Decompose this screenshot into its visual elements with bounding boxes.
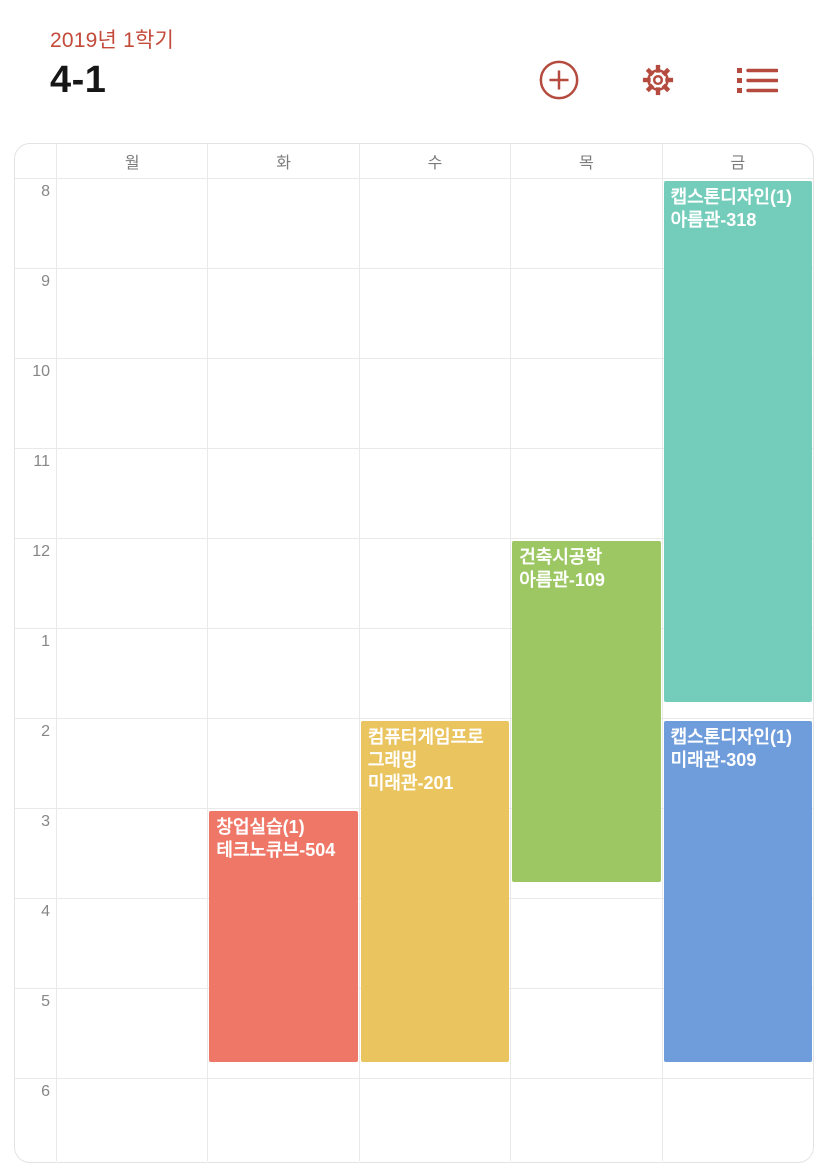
event-name: 컴퓨터게임프로그래밍 (367, 727, 484, 770)
day-header-cell: 수 (360, 144, 512, 178)
hour-label: 12 (32, 543, 50, 560)
day-columns-layer: 8 9 10 11 12 1 2 3 4 5 6 창업실습(1) 테크노큐브-504 컴퓨터게임프로그래… (15, 179, 813, 1161)
event-block[interactable]: 창업실습(1) 테크노큐브-504 (209, 811, 358, 1062)
hour-row (15, 629, 813, 719)
gear-icon (637, 59, 679, 101)
event-room: 미래관-309 (670, 750, 757, 770)
hour-row (15, 989, 813, 1079)
day-column-월 (57, 179, 209, 1161)
hour-label: 11 (33, 453, 50, 470)
page-title: 4-1 (50, 58, 107, 101)
event-block[interactable]: 캡스톤디자인(1) 아름관-318 (663, 181, 813, 702)
hour-label: 1 (41, 633, 50, 650)
hour-label: 4 (41, 903, 50, 920)
hour-label: 6 (41, 1083, 50, 1100)
event-room: 테크노큐브-504 (216, 840, 336, 860)
hour-label: 8 (41, 183, 50, 200)
grid-corner-cell (15, 144, 57, 178)
event-room: 미래관-201 (367, 773, 454, 793)
day-header-cell: 금 (730, 155, 746, 172)
day-column-금: 캡스톤디자인(1) 아름관-318 캡스톤디자인(1) 미래관-309 (663, 179, 813, 1161)
event-name: 건축시공학 (519, 547, 603, 567)
list-icon (736, 62, 778, 98)
hour-row (15, 449, 813, 539)
grid-body: 8 9 10 11 12 1 2 3 4 5 6 창업실습(1) 테크노큐브-504 컴퓨터게임프로그래… (15, 179, 813, 1161)
event-room: 아름관-318 (670, 210, 757, 230)
header-actions (537, 58, 779, 102)
list-view-button[interactable] (735, 58, 779, 102)
term-label: 2019년 1학기 (50, 29, 174, 52)
plus-circle-icon (538, 59, 580, 101)
event-name: 캡스톤디자인(1) (670, 727, 792, 747)
day-header-cell: 월 (57, 144, 209, 178)
event-name: 캡스톤디자인(1) (670, 187, 792, 207)
app-header: 2019년 1학기 4-1 (0, 0, 828, 102)
add-class-button[interactable] (537, 58, 581, 102)
hour-label: 10 (32, 363, 50, 380)
hour-row (15, 539, 813, 629)
hour-label: 3 (41, 813, 50, 830)
event-name: 창업실습(1) (216, 817, 305, 837)
settings-button[interactable] (636, 58, 680, 102)
hour-row (15, 359, 813, 449)
hour-row (15, 269, 813, 359)
event-block[interactable]: 캡스톤디자인(1) 미래관-309 (663, 721, 813, 1062)
hour-label: 2 (41, 723, 50, 740)
time-gutter: 8 9 10 11 12 1 2 3 4 5 6 (15, 179, 57, 1161)
hour-label: 5 (41, 993, 50, 1010)
day-column-화: 창업실습(1) 테크노큐브-504 (208, 179, 360, 1161)
event-room: 아름관-109 (519, 570, 605, 590)
hour-row (15, 179, 813, 269)
day-header-cell: 화 (208, 144, 360, 178)
day-header-cell: 목 (511, 144, 663, 178)
hour-label: 9 (41, 273, 50, 290)
